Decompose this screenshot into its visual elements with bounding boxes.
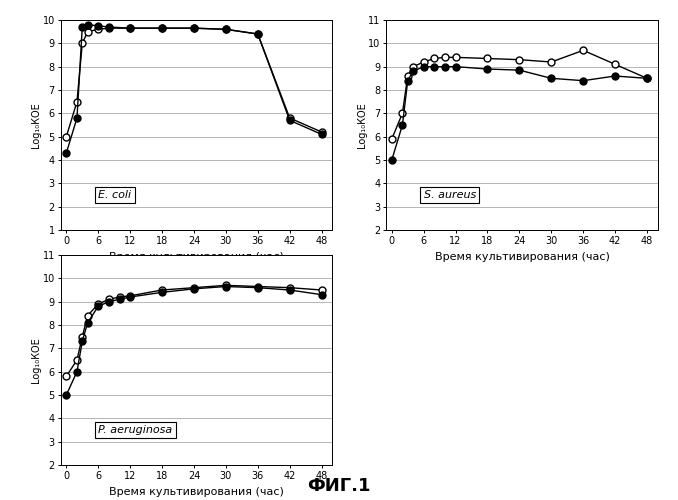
X-axis label: Время культивирования (час): Время культивирования (час)	[109, 487, 284, 497]
Y-axis label: Log₁₀КОЕ: Log₁₀КОЕ	[357, 102, 367, 148]
Y-axis label: Log₁₀КОЕ: Log₁₀КОЕ	[31, 102, 41, 148]
Text: P. aeruginosa: P. aeruginosa	[98, 425, 172, 435]
Text: ФИГ.1: ФИГ.1	[307, 477, 371, 495]
Text: E. coli: E. coli	[98, 190, 132, 200]
X-axis label: Время культивирования (час): Время культивирования (час)	[435, 252, 610, 262]
X-axis label: Время культивирования (час): Время культивирования (час)	[109, 252, 284, 262]
Text: S. aureus: S. aureus	[424, 190, 476, 200]
Y-axis label: Log₁₀КОЕ: Log₁₀КОЕ	[31, 337, 41, 383]
